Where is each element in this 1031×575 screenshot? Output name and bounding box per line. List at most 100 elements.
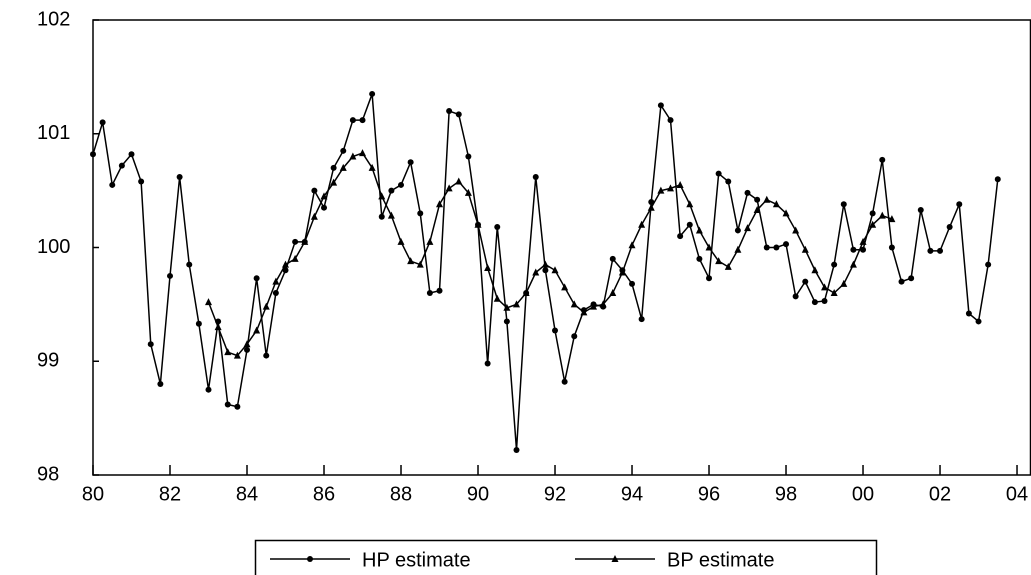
- circle-marker: [917, 206, 924, 213]
- x-tick-label: 92: [544, 483, 566, 505]
- triangle-marker: [493, 294, 501, 302]
- x-tick-label: 04: [1006, 483, 1028, 505]
- circle-marker: [253, 275, 260, 282]
- circle-marker: [677, 233, 684, 240]
- triangle-marker: [436, 200, 444, 208]
- triangle-marker: [349, 152, 357, 160]
- circle-marker: [561, 378, 568, 385]
- x-tick-label: 98: [775, 483, 797, 505]
- triangle-marker: [301, 237, 309, 245]
- x-tick-label: 94: [621, 483, 643, 505]
- circle-marker: [994, 176, 1001, 183]
- circle-marker: [946, 224, 953, 231]
- triangle-marker: [724, 262, 732, 270]
- triangle-marker: [782, 209, 790, 217]
- triangle-marker: [801, 245, 809, 253]
- circle-marker: [436, 287, 443, 294]
- triangle-marker: [541, 260, 549, 268]
- circle-marker: [552, 327, 559, 334]
- circle-marker: [417, 210, 424, 217]
- circle-marker: [898, 278, 905, 285]
- triangle-marker: [320, 192, 328, 200]
- circle-marker: [272, 290, 279, 296]
- triangle-marker: [590, 302, 598, 310]
- triangle-marker: [330, 178, 338, 186]
- circle-marker: [426, 290, 433, 296]
- circle-marker: [330, 164, 337, 171]
- triangle-marker: [503, 303, 511, 311]
- circle-marker: [503, 318, 510, 325]
- circle-marker: [109, 181, 116, 188]
- circle-marker: [407, 159, 414, 166]
- circle-marker: [311, 187, 318, 194]
- circle-marker: [532, 173, 539, 180]
- triangle-marker: [407, 257, 415, 265]
- triangle-marker: [551, 266, 559, 274]
- triangle-marker: [233, 351, 241, 359]
- triangle-marker: [378, 192, 386, 200]
- circle-marker: [850, 246, 857, 253]
- x-tick-label: 80: [82, 483, 104, 505]
- circle-marker: [465, 153, 472, 160]
- triangle-marker: [339, 163, 347, 171]
- circle-marker: [455, 111, 462, 118]
- circle-marker: [975, 318, 982, 325]
- circle-marker: [831, 261, 838, 268]
- triangle-marker: [205, 298, 213, 306]
- triangle-marker: [744, 224, 752, 232]
- x-tick-label: 84: [236, 483, 258, 505]
- circle-marker: [657, 102, 664, 109]
- x-tick-label: 82: [159, 483, 181, 505]
- triangle-marker: [455, 177, 463, 185]
- triangle-marker: [849, 260, 857, 268]
- y-tick-label: 102: [37, 8, 70, 30]
- triangle-marker: [840, 279, 848, 287]
- circle-marker: [985, 261, 992, 268]
- legend-label: HP estimate: [362, 549, 471, 571]
- circle-marker: [629, 280, 636, 287]
- triangle-marker: [734, 245, 742, 253]
- triangle-marker: [291, 254, 299, 262]
- circle-marker: [908, 275, 915, 282]
- triangle-marker: [638, 220, 646, 228]
- circle-marker: [307, 556, 313, 562]
- circle-marker: [937, 247, 944, 254]
- x-tick-label: 02: [929, 483, 951, 505]
- triangle-marker: [243, 340, 251, 348]
- circle-marker: [840, 201, 847, 208]
- triangle-marker: [397, 237, 405, 245]
- circle-marker: [484, 360, 491, 367]
- triangle-marker: [282, 260, 290, 268]
- legend: HP estimate BP estimate: [254, 539, 878, 575]
- circle-marker: [811, 299, 818, 306]
- circle-marker: [542, 267, 549, 274]
- triangle-marker: [522, 289, 530, 296]
- triangle-marker: [618, 268, 626, 276]
- y-tick-label: 99: [37, 350, 59, 372]
- circle-marker: [802, 278, 809, 285]
- circle-marker: [398, 181, 405, 188]
- circle-marker: [234, 403, 241, 410]
- triangle-marker: [611, 555, 619, 562]
- circle-marker: [773, 244, 780, 251]
- circle-marker: [349, 117, 356, 124]
- triangle-marker: [464, 188, 472, 196]
- circle-marker: [860, 246, 867, 253]
- circle-marker: [792, 293, 799, 300]
- triangle-marker: [532, 268, 540, 276]
- triangle-marker: [310, 212, 318, 220]
- circle-marker: [138, 178, 145, 185]
- circle-marker: [176, 173, 183, 180]
- triangle-marker: [262, 302, 270, 310]
- triangle-marker: [570, 300, 578, 308]
- triangle-marker: [830, 289, 838, 296]
- series-line: [207, 152, 893, 357]
- circle-marker: [686, 221, 693, 228]
- circle-marker: [706, 275, 713, 282]
- triangle-marker: [272, 277, 280, 285]
- circle-marker: [321, 204, 328, 211]
- circle-marker: [446, 108, 453, 114]
- triangle-marker: [387, 211, 395, 219]
- circle-marker: [734, 227, 741, 234]
